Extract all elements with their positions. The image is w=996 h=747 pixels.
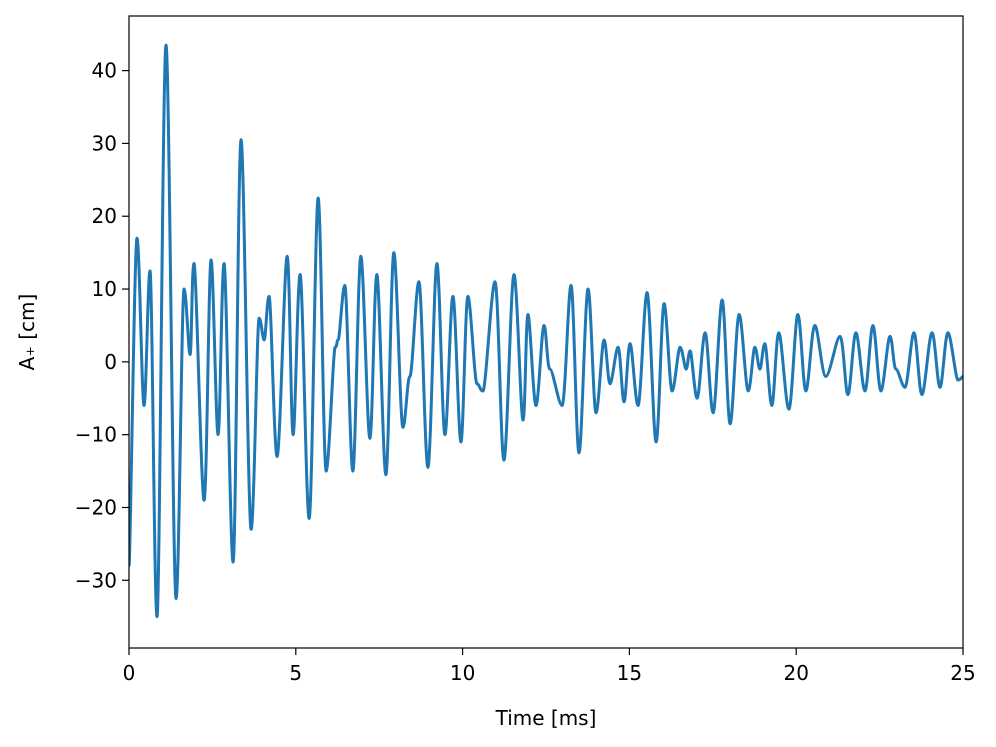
y-tick-label: 30 [92, 131, 117, 155]
y-tick-label: 0 [104, 350, 117, 374]
x-tick-label: 10 [450, 661, 475, 685]
y-tick-label: 10 [92, 277, 117, 301]
y-tick-label: 40 [92, 59, 117, 83]
x-tick-label: 5 [289, 661, 302, 685]
x-tick-label: 0 [123, 661, 136, 685]
plot-frame [128, 15, 964, 649]
y-tick-label: −30 [75, 568, 117, 592]
x-tick-label: 20 [783, 661, 808, 685]
y-tick-label: −10 [75, 423, 117, 447]
x-tick-label: 25 [950, 661, 975, 685]
y-axis-label: A₊ [cm] [15, 294, 39, 371]
x-tick-label: 15 [617, 661, 642, 685]
line [129, 43, 963, 619]
y-tick-label: 20 [92, 204, 117, 228]
x-axis-label: Time [ms] [495, 706, 597, 730]
y-tick-label: −20 [75, 495, 117, 519]
